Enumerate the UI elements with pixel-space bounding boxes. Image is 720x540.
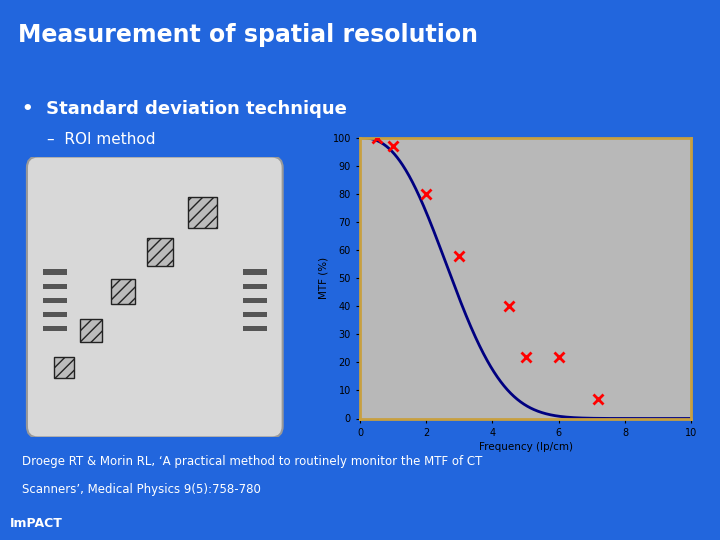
Text: ImPACT: ImPACT bbox=[9, 517, 63, 530]
Bar bbox=[43, 326, 67, 330]
Bar bbox=[243, 298, 266, 302]
Bar bbox=[188, 197, 217, 228]
Bar bbox=[243, 284, 266, 288]
Text: Measurement of spatial resolution: Measurement of spatial resolution bbox=[18, 23, 478, 47]
Bar bbox=[43, 269, 67, 274]
X-axis label: Frequency (lp/cm): Frequency (lp/cm) bbox=[479, 442, 572, 451]
Text: •  Standard deviation technique: • Standard deviation technique bbox=[22, 100, 346, 118]
Bar bbox=[243, 312, 266, 316]
Bar bbox=[243, 269, 266, 274]
Y-axis label: MTF (%): MTF (%) bbox=[318, 257, 328, 299]
Bar bbox=[243, 326, 266, 330]
Bar bbox=[43, 284, 67, 288]
Bar bbox=[111, 279, 135, 304]
Text: Droege RT & Morin RL, ‘A practical method to routinely monitor the MTF of CT: Droege RT & Morin RL, ‘A practical metho… bbox=[22, 455, 482, 468]
Bar bbox=[43, 298, 67, 302]
Bar bbox=[147, 238, 174, 266]
FancyBboxPatch shape bbox=[27, 157, 283, 437]
Text: –  ROI method: – ROI method bbox=[47, 132, 156, 147]
Bar bbox=[80, 320, 102, 342]
Bar bbox=[54, 357, 74, 378]
Bar bbox=[43, 312, 67, 316]
Text: Scanners’, Medical Physics 9(5):758-780: Scanners’, Medical Physics 9(5):758-780 bbox=[22, 483, 261, 496]
